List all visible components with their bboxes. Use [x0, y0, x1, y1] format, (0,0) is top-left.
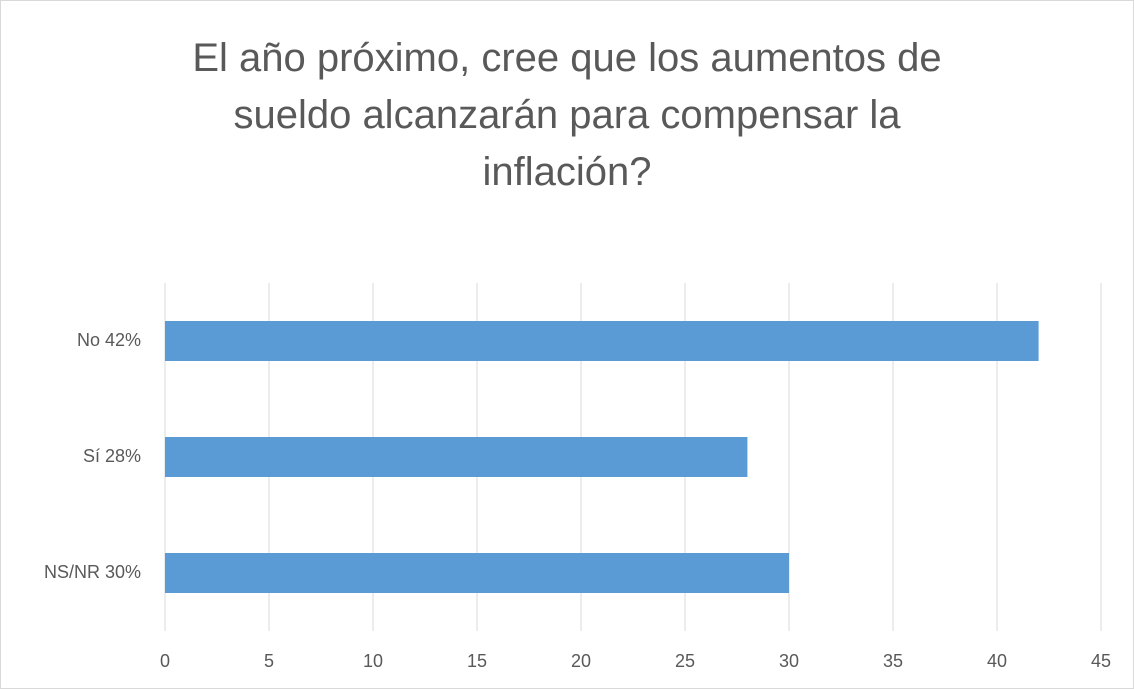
- y-tick-label: No 42%: [77, 330, 141, 350]
- x-tick-label: 40: [987, 651, 1007, 671]
- x-tick-label: 25: [675, 651, 695, 671]
- bar: [165, 553, 789, 593]
- x-tick-label: 5: [264, 651, 274, 671]
- x-tick-label: 30: [779, 651, 799, 671]
- x-tick-label: 15: [467, 651, 487, 671]
- bar: [165, 321, 1039, 361]
- x-tick-label: 10: [363, 651, 383, 671]
- chart-title: El año próximo, cree que los aumentos de…: [192, 36, 942, 194]
- x-tick-label: 35: [883, 651, 903, 671]
- y-tick-label: Sí 28%: [83, 446, 141, 466]
- x-tick-label: 0: [160, 651, 170, 671]
- y-tick-label: NS/NR 30%: [44, 562, 141, 582]
- bar: [165, 437, 748, 477]
- x-tick-label: 20: [571, 651, 591, 671]
- x-tick-label: 45: [1091, 651, 1111, 671]
